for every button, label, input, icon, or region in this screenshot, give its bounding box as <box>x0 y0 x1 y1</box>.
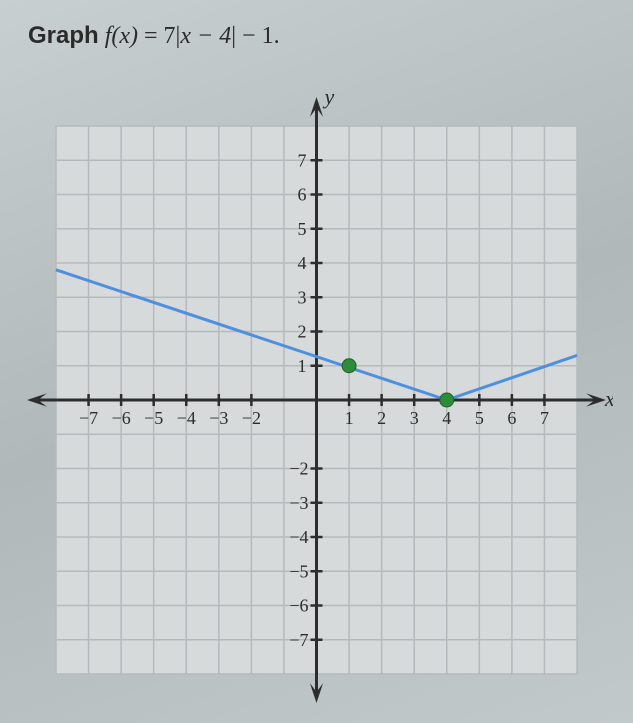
x-tick-label: −5 <box>144 408 163 428</box>
prompt-eq: = <box>144 23 158 49</box>
coordinate-plane[interactable]: −7 −6 −5 −4 −3 −2 1 2 3 4 5 6 7 7 6 5 4 3 2 1 −2 −3 −4 −5 −6 −7 x y <box>20 90 613 710</box>
x-tick-label: 5 <box>475 408 484 428</box>
prompt-inner: x − 4 <box>180 23 231 49</box>
x-tick-label: 6 <box>507 408 516 428</box>
x-tick-label: −3 <box>209 408 228 428</box>
y-tick-label: 3 <box>298 287 307 307</box>
page-root: Graph f(x) = 7|x − 4| − 1. −7 −6 −5 −4 −3 −2 1… <box>0 0 633 723</box>
y-tick-label: −5 <box>289 561 308 581</box>
y-tick-label: −3 <box>289 493 308 513</box>
graph-prompt: Graph f(x) = 7|x − 4| − 1. <box>28 22 280 50</box>
x-axis-label: x <box>604 386 613 411</box>
y-tick-label: 5 <box>298 219 307 239</box>
x-tick-label: −7 <box>79 408 98 428</box>
y-tick-label: 2 <box>298 322 307 342</box>
x-tick-label: 7 <box>540 408 549 428</box>
x-tick-label: −2 <box>242 408 261 428</box>
prompt-label: Graph <box>28 22 99 49</box>
plot-point[interactable] <box>342 359 356 373</box>
y-tick-label: −2 <box>289 459 308 479</box>
x-tick-label: 1 <box>345 408 354 428</box>
y-tick-label: 1 <box>298 356 307 376</box>
x-tick-label: 2 <box>377 408 386 428</box>
plot-point[interactable] <box>440 393 454 407</box>
y-tick-label: −4 <box>289 527 308 547</box>
prompt-func: f(x) <box>105 23 138 49</box>
y-tick-label: 6 <box>298 185 307 205</box>
y-tick-label: 4 <box>298 253 307 273</box>
y-tick-label: −7 <box>289 630 308 650</box>
prompt-tail: − 1. <box>236 23 280 49</box>
y-tick-label: 7 <box>298 150 307 170</box>
x-tick-label: −6 <box>112 408 131 428</box>
y-axis-label: y <box>323 90 335 109</box>
x-tick-label: 3 <box>410 408 419 428</box>
x-tick-label: 4 <box>442 408 451 428</box>
chart-svg: −7 −6 −5 −4 −3 −2 1 2 3 4 5 6 7 7 6 5 4 3 2 1 −2 −3 −4 −5 −6 −7 x y <box>20 90 613 710</box>
prompt-coeff: 7 <box>164 23 176 49</box>
y-tick-label: −6 <box>289 596 308 616</box>
x-tick-label: −4 <box>177 408 196 428</box>
